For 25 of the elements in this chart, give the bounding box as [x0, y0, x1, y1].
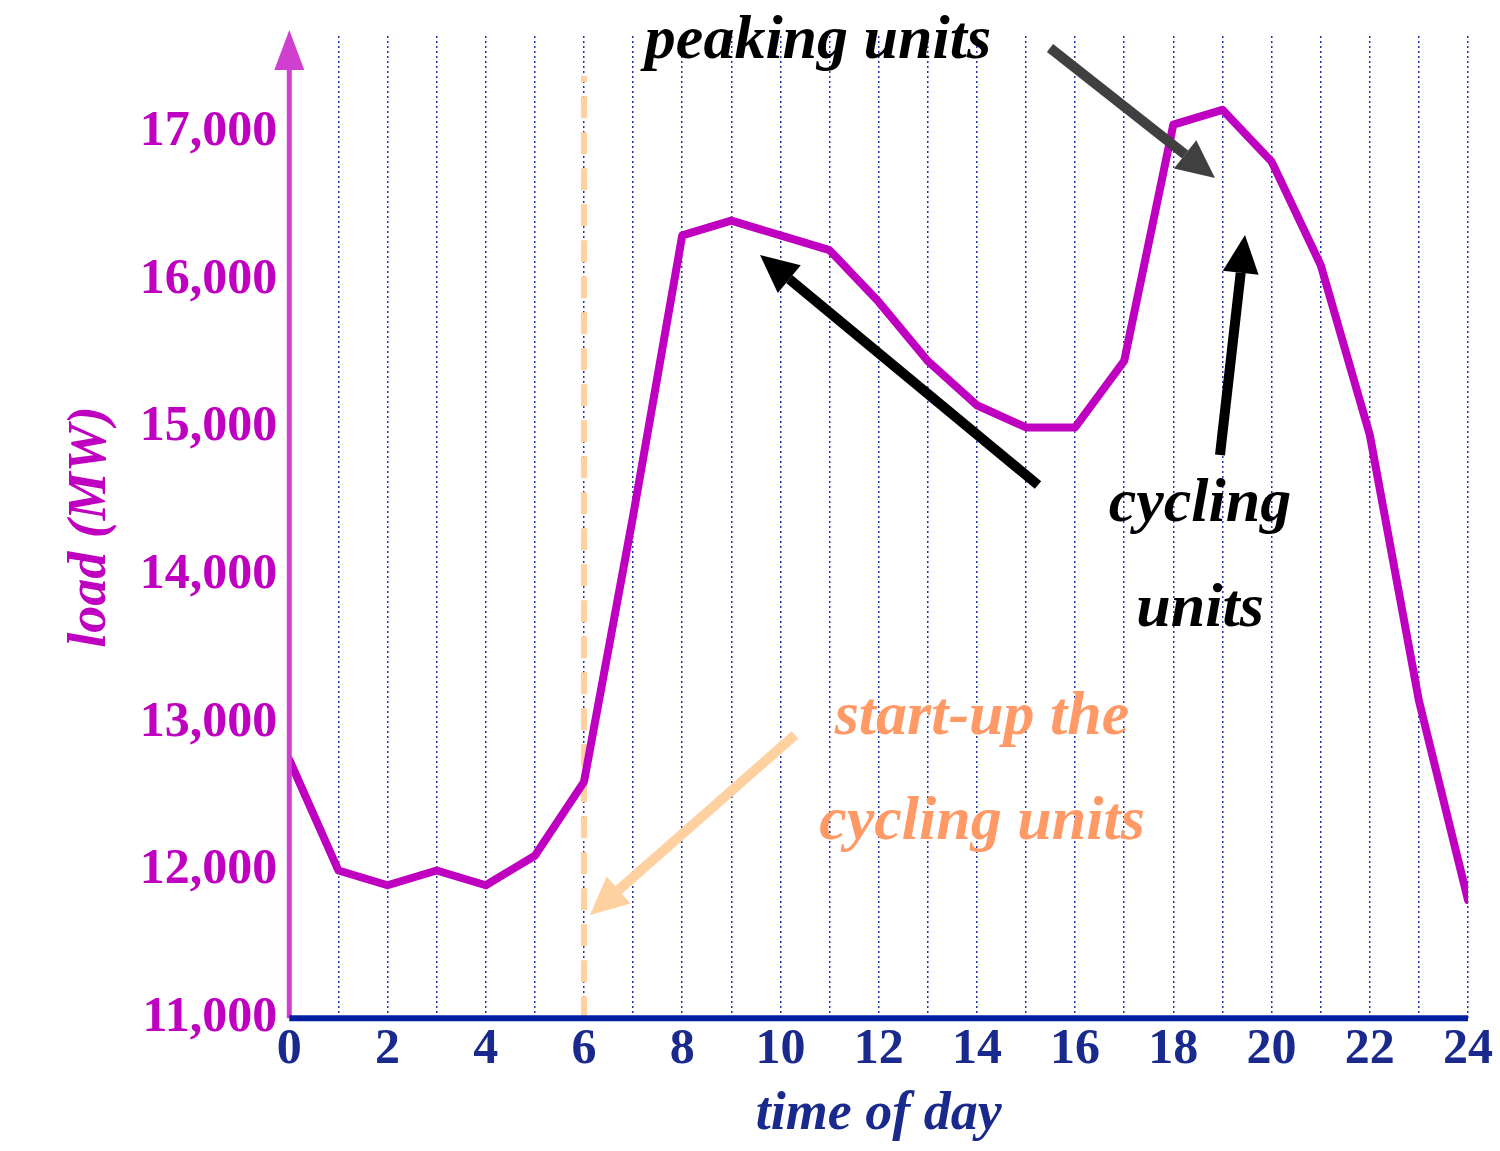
annotation: peaking units: [639, 3, 992, 72]
x-tick-label: 14: [951, 1018, 1002, 1075]
y-tick-label: 15,000: [139, 395, 278, 452]
x-tick-label: 18: [1148, 1018, 1199, 1075]
x-tick-label: 2: [375, 1018, 401, 1075]
y-tick-label: 16,000: [139, 247, 278, 304]
x-tick-label: 12: [853, 1018, 904, 1075]
y-tick-label: 11,000: [142, 986, 278, 1043]
x-tick-label: 6: [571, 1018, 597, 1075]
annotation: start-up the cycling units: [819, 679, 1145, 853]
y-axis-title: load (MW): [57, 406, 118, 648]
y-tick-label: 12,000: [139, 838, 278, 895]
y-tick-label: 17,000: [139, 99, 278, 156]
y-tick-label: 13,000: [139, 690, 278, 747]
x-tick-label: 24: [1443, 1018, 1493, 1075]
x-tick-label: 8: [669, 1018, 695, 1075]
x-tick-label: 22: [1344, 1018, 1395, 1075]
annotation: cycling units: [1108, 466, 1292, 640]
y-tick-label: 14,000: [139, 543, 278, 600]
x-tick-label: 16: [1050, 1018, 1101, 1075]
x-tick-label: 20: [1246, 1018, 1297, 1075]
x-tick-label: 0: [276, 1018, 302, 1075]
x-tick-label: 10: [755, 1018, 806, 1075]
x-tick-label: 4: [473, 1018, 499, 1075]
x-axis-title: time of day: [755, 1080, 1003, 1141]
